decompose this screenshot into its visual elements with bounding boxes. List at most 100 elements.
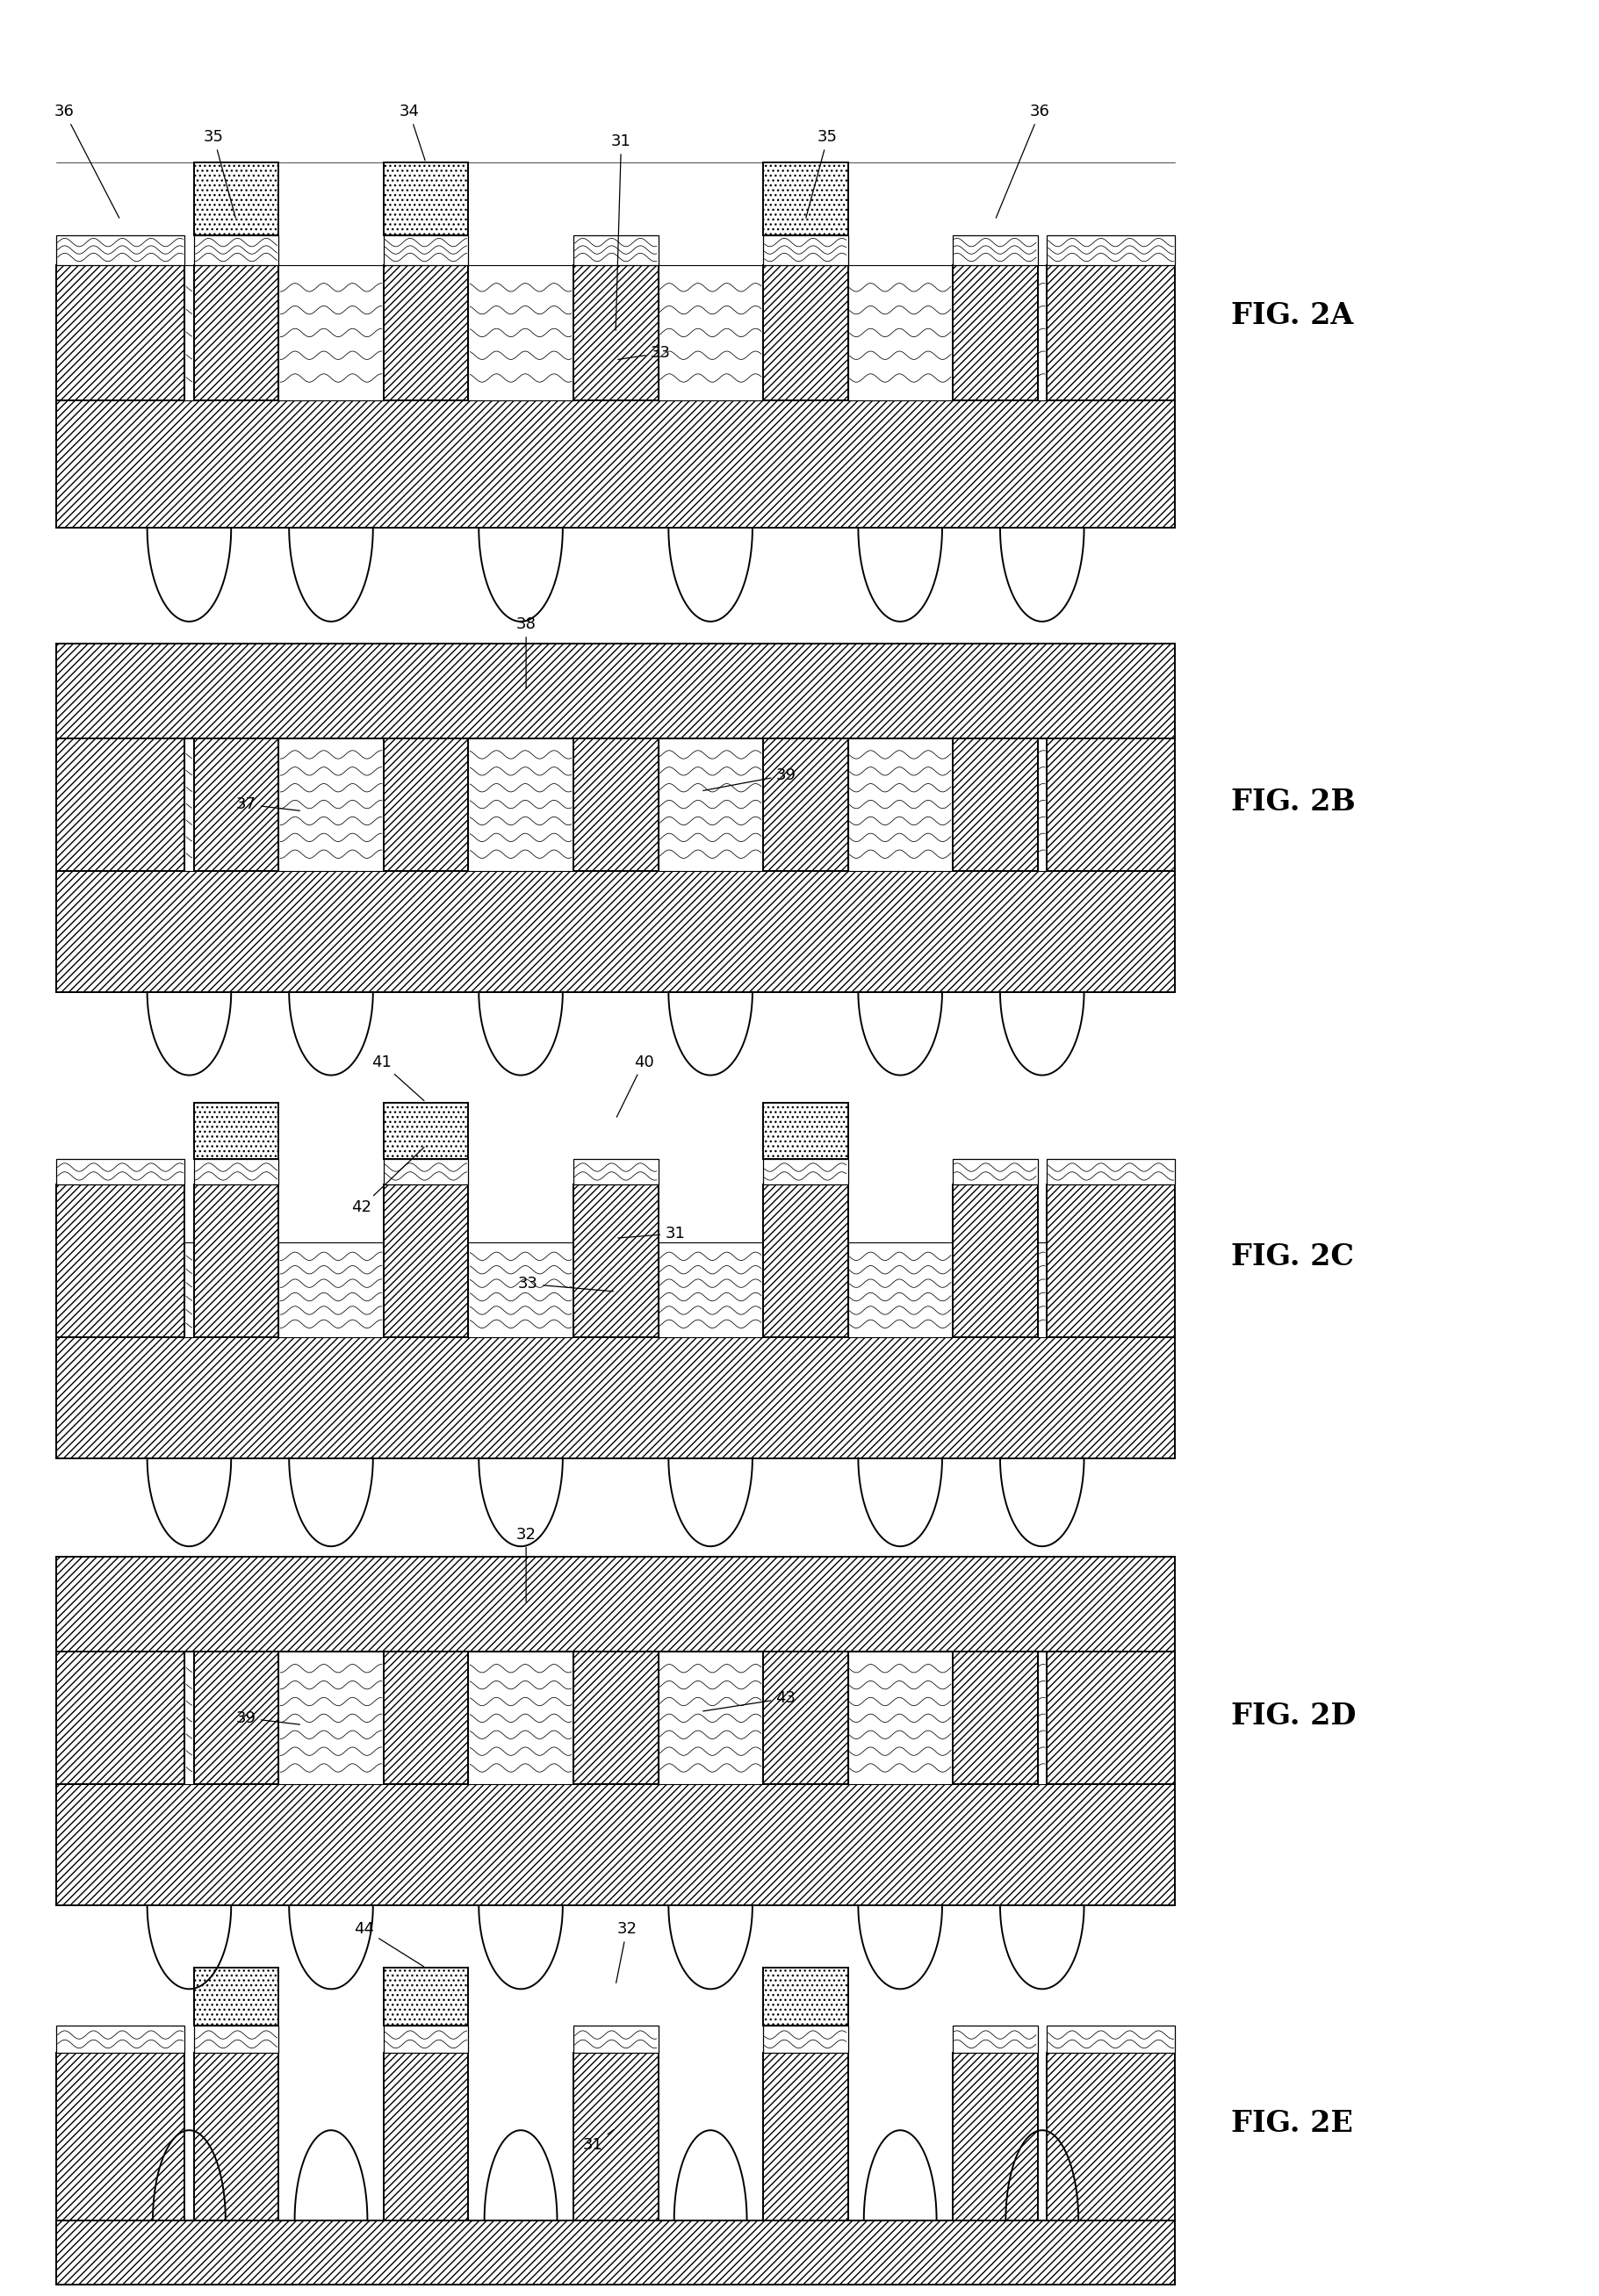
Text: 35: 35 (203, 129, 235, 218)
Bar (1046, 264, 1175, 402)
Bar (193, 2053, 278, 2220)
Bar (56, 402, 1175, 528)
Bar (763, 737, 847, 870)
Text: 37: 37 (237, 797, 299, 813)
Bar (763, 264, 847, 402)
Bar (1046, 2025, 1175, 2053)
Bar (763, 1102, 847, 1159)
Text: FIG. 2B: FIG. 2B (1231, 788, 1356, 817)
Bar (56, 643, 1175, 737)
Text: 41: 41 (371, 1054, 424, 1100)
Bar (56, 2025, 185, 2053)
Bar (193, 1968, 278, 2025)
Bar (847, 264, 953, 402)
Bar (56, 737, 185, 870)
Bar (572, 737, 659, 870)
Bar (953, 2025, 1038, 2053)
Text: 31: 31 (584, 2131, 614, 2154)
Text: 39: 39 (704, 767, 796, 790)
Bar (763, 234, 847, 264)
Bar (384, 1185, 469, 1336)
Text: 31: 31 (611, 133, 632, 331)
Text: 38: 38 (516, 618, 536, 689)
Bar (572, 234, 659, 264)
Bar (278, 1651, 384, 1784)
Bar (56, 234, 185, 264)
Bar (278, 264, 384, 402)
Bar (659, 1242, 763, 1336)
Bar (185, 264, 193, 402)
Bar (278, 1242, 384, 1336)
Bar (572, 264, 659, 402)
Text: 42: 42 (350, 1148, 424, 1215)
Bar (953, 1185, 1038, 1336)
Text: FIG. 2D: FIG. 2D (1231, 1701, 1356, 1731)
Bar (953, 2053, 1038, 2220)
Bar (56, 1159, 185, 1185)
Bar (1046, 1159, 1175, 1185)
Text: 36: 36 (54, 103, 120, 218)
Bar (384, 1102, 469, 1159)
Bar (1046, 234, 1175, 264)
Bar (384, 163, 469, 234)
Bar (659, 737, 763, 870)
Bar (384, 234, 469, 264)
Bar (193, 2025, 278, 2053)
Bar (469, 1651, 572, 1784)
Bar (659, 264, 763, 402)
Bar (193, 1651, 278, 1784)
Bar (56, 1557, 1175, 1651)
Bar (659, 1651, 763, 1784)
Bar (469, 737, 572, 870)
Bar (763, 163, 847, 234)
Bar (56, 264, 185, 402)
Bar (384, 1968, 469, 2025)
Bar (847, 1242, 953, 1336)
Text: 35: 35 (806, 129, 838, 218)
Bar (384, 2053, 469, 2220)
Bar (193, 264, 278, 402)
Bar (193, 234, 278, 264)
Bar (56, 1784, 1175, 1906)
Bar (56, 2053, 185, 2220)
Bar (1038, 737, 1047, 870)
Text: 40: 40 (617, 1054, 654, 1118)
Bar (1046, 1185, 1175, 1336)
Bar (1046, 2053, 1175, 2220)
Bar (572, 1651, 659, 1784)
Bar (185, 1242, 193, 1336)
Bar (763, 1968, 847, 2025)
Text: FIG. 2C: FIG. 2C (1231, 1242, 1354, 1272)
Bar (56, 2220, 1175, 2285)
Bar (847, 737, 953, 870)
Text: 34: 34 (400, 103, 425, 161)
Bar (763, 2025, 847, 2053)
Bar (572, 2025, 659, 2053)
Bar (847, 1651, 953, 1784)
Text: 39: 39 (237, 1711, 299, 1727)
Bar (384, 1159, 469, 1185)
Bar (572, 1159, 659, 1185)
Bar (193, 1102, 278, 1159)
Bar (384, 2025, 469, 2053)
Bar (953, 264, 1038, 402)
Bar (953, 1159, 1038, 1185)
Bar (1046, 737, 1175, 870)
Bar (278, 737, 384, 870)
Bar (953, 1651, 1038, 1784)
Text: 31: 31 (619, 1226, 684, 1242)
Bar (953, 234, 1038, 264)
Bar (469, 1242, 572, 1336)
Bar (384, 1651, 469, 1784)
Text: FIG. 2E: FIG. 2E (1231, 2110, 1353, 2138)
Text: 43: 43 (704, 1690, 796, 1711)
Bar (193, 737, 278, 870)
Text: 32: 32 (616, 1922, 636, 1984)
Bar (56, 1651, 185, 1784)
Bar (56, 870, 1175, 992)
Bar (193, 1185, 278, 1336)
Bar (953, 737, 1038, 870)
Text: 44: 44 (355, 1922, 424, 1968)
Bar (572, 2053, 659, 2220)
Bar (763, 1185, 847, 1336)
